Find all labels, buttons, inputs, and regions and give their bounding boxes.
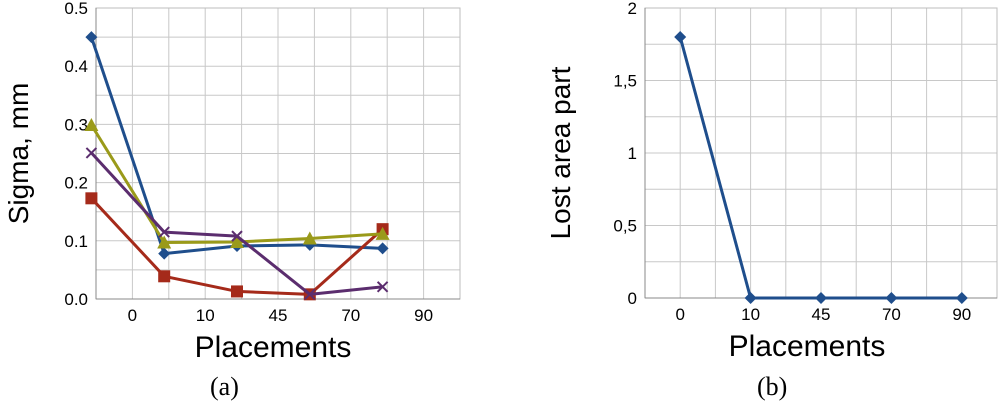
x-tick-label: 90 [952, 305, 971, 324]
x-tick-label: 70 [882, 305, 901, 324]
series-2-point [231, 285, 243, 298]
y-tick-label: 0.3 [64, 115, 88, 134]
chart-b-svg: 0 0,5 1 1,5 2 0 10 45 70 90 Placements Lost area pa… [545, 0, 998, 363]
series-3-point [302, 231, 317, 245]
series-1-point [955, 292, 968, 304]
y-tick-label: 0.2 [64, 174, 88, 193]
y-tick-label: 1 [628, 144, 637, 163]
series-1-point [376, 242, 389, 255]
y-tick-label: 0.0 [64, 290, 88, 309]
y-tick-label: 0.4 [64, 57, 88, 76]
series-2-point [158, 270, 171, 283]
series-1-point [815, 292, 827, 304]
x-tick-label: 0 [128, 306, 137, 325]
x-axis-title: Placements [729, 330, 886, 363]
chart-a-caption: (a) [210, 372, 239, 401]
chart-a-svg: 0.0 0.1 0.2 0.3 0.4 0.5 0 10 45 70 90 Placements Sig… [3, 0, 461, 364]
series-4-point [85, 147, 98, 159]
series-1-point [744, 292, 757, 304]
series-3-point [375, 226, 390, 240]
series-4-point [231, 230, 243, 242]
x-tick-label: 70 [341, 306, 360, 325]
x-tick-label: 90 [414, 306, 433, 325]
y-tick-label: 0 [628, 289, 637, 308]
y-tick-label: 0.1 [64, 232, 88, 251]
x-tick-label: 45 [269, 306, 288, 325]
series-3-line [90, 124, 383, 245]
series-4-point [158, 226, 170, 238]
chart-b-caption: (b) [757, 372, 788, 401]
series-3-point [84, 117, 99, 131]
y-tick-label: 0,5 [613, 217, 637, 236]
chart-panel-b: 0 0,5 1 1,5 2 0 10 45 70 90 Placements Lost area pa… [500, 0, 1001, 415]
x-axis-title: Placements [195, 331, 352, 364]
x-tick-label: 45 [812, 305, 831, 324]
series-3-point [230, 234, 244, 248]
y-tick-label: 2 [628, 0, 637, 18]
series-1-point [158, 247, 171, 260]
series-4-line [90, 151, 383, 296]
series-1-point [885, 292, 898, 304]
y-tick-label: 0.5 [64, 0, 88, 18]
series-4-point [376, 281, 389, 293]
y-tick-label: 1,5 [613, 72, 637, 91]
series-1-line [89, 36, 383, 256]
y-axis-title: Lost area part [545, 66, 576, 239]
series-1-point [674, 31, 687, 43]
series-4-point [304, 288, 316, 301]
series-2-point [85, 192, 98, 205]
chart-panel-a: 0.0 0.1 0.2 0.3 0.4 0.5 0 10 45 70 90 Placements Sig… [0, 0, 500, 415]
series-1-point [85, 31, 98, 44]
x-tick-label: 0 [675, 305, 684, 324]
series-3-point [157, 235, 172, 249]
x-tick-label: 10 [196, 306, 215, 325]
x-tick-label: 10 [741, 305, 760, 324]
y-axis-title: Sigma, mm [3, 83, 34, 225]
